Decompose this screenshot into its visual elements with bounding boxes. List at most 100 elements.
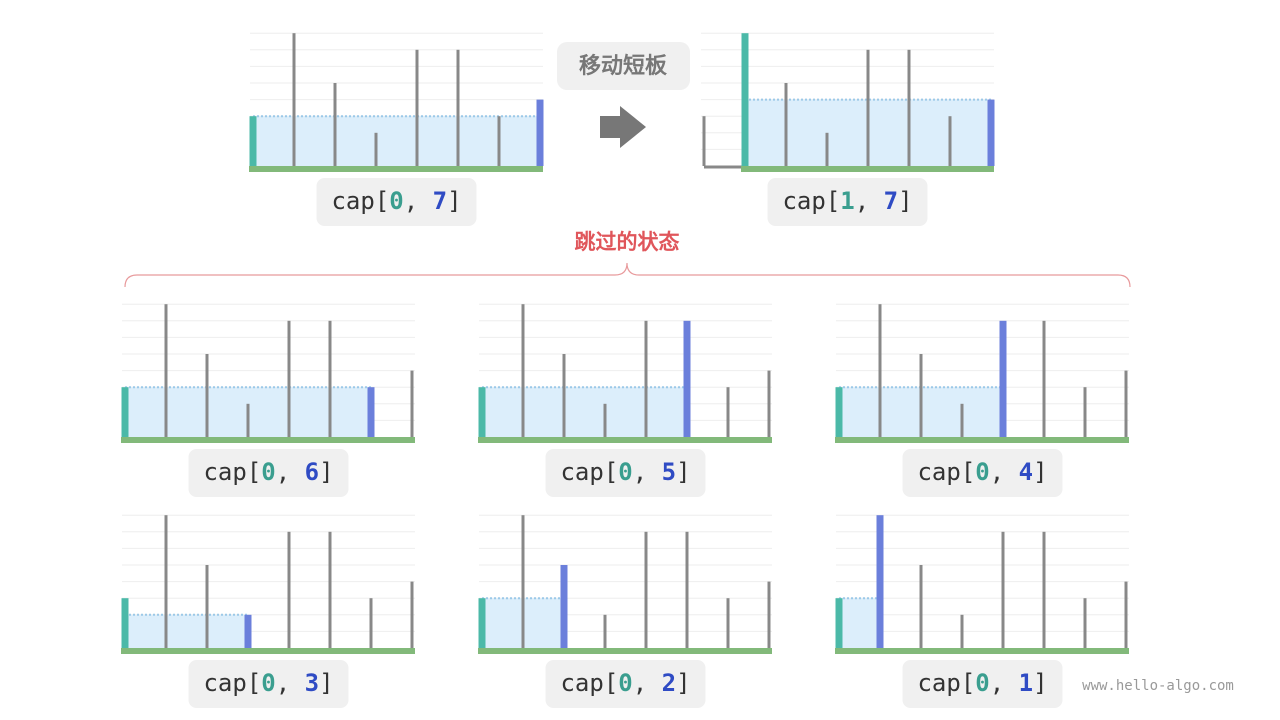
water [125, 614, 248, 648]
label-part: 2 [662, 669, 676, 697]
cap-label: cap[0, 4] [917, 458, 1047, 486]
label-part: 0 [261, 669, 275, 697]
cap-label: cap[1, 7] [782, 187, 912, 215]
height-bar [560, 565, 568, 648]
panel: cap[0, 5] [478, 303, 772, 497]
height-bar [1083, 598, 1087, 648]
cap-label: cap[0, 5] [560, 458, 690, 486]
base [249, 166, 543, 172]
arrow [600, 106, 646, 148]
label-part: , [633, 458, 662, 486]
label-box [767, 178, 928, 226]
height-bar [121, 598, 129, 648]
height-bar [410, 370, 414, 437]
label-box [188, 660, 349, 708]
height-bar [876, 515, 884, 648]
height-bar [726, 387, 730, 437]
label-part: 7 [884, 187, 898, 215]
height-bar [1001, 531, 1005, 648]
label-part: cap[ [917, 458, 975, 486]
base [121, 437, 415, 443]
height-bar [919, 565, 923, 648]
height-bar [999, 320, 1007, 437]
label-part: 3 [305, 669, 319, 697]
action-box [557, 42, 690, 90]
height-bar [478, 598, 486, 648]
height-bar [562, 354, 566, 437]
height-bar [1124, 581, 1128, 648]
height-bar [328, 531, 332, 648]
label-box [902, 660, 1063, 708]
label-part: ] [676, 669, 690, 697]
cap-label: cap[0, 1] [917, 669, 1047, 697]
height-bar [244, 614, 252, 648]
label-part: cap[ [331, 187, 389, 215]
height-bar [521, 515, 525, 648]
cap-label: cap[0, 6] [203, 458, 333, 486]
height-bar [292, 33, 296, 167]
height-bar [333, 83, 337, 166]
height-bar [767, 581, 771, 648]
height-bar [369, 598, 373, 648]
height-bar [246, 403, 250, 437]
height-bar [683, 320, 691, 437]
label-part: , [990, 669, 1019, 697]
base [478, 648, 772, 654]
height-bar [367, 387, 375, 437]
height-bar [205, 354, 209, 437]
label-part: 7 [433, 187, 447, 215]
height-bar [644, 320, 648, 437]
height-bar [919, 354, 923, 437]
height-bar [603, 614, 607, 648]
label-part: 0 [261, 458, 275, 486]
height-bar [164, 304, 168, 437]
watermark: www.hello-algo.com [1082, 678, 1234, 694]
height-bar [741, 33, 749, 167]
label-part: , [276, 669, 305, 697]
base [741, 166, 994, 172]
water [482, 387, 687, 437]
label-part: cap[ [203, 669, 261, 697]
label-box [545, 449, 706, 497]
height-bar [1042, 320, 1046, 437]
label-part: 1 [840, 187, 854, 215]
panel: cap[1, 7] [701, 32, 995, 226]
label-part: ] [319, 669, 333, 697]
height-bar [825, 132, 829, 166]
action-label: 移动短板 [579, 53, 668, 79]
height-bar [478, 387, 486, 437]
label-part: ] [676, 458, 690, 486]
height-bar [835, 598, 843, 648]
height-bar [835, 387, 843, 437]
panel: cap[0, 1] [835, 514, 1129, 708]
height-bar [456, 49, 460, 166]
height-bar [205, 565, 209, 648]
base [835, 437, 1129, 443]
height-bar [164, 515, 168, 648]
height-bar [374, 132, 378, 166]
label-box [188, 449, 349, 497]
label-part: ] [447, 187, 461, 215]
height-bar [866, 49, 870, 166]
height-bar [1124, 370, 1128, 437]
label-part: 4 [1019, 458, 1033, 486]
label-part: 0 [389, 187, 403, 215]
height-bar [603, 403, 607, 437]
label-part: , [404, 187, 433, 215]
height-bar [960, 403, 964, 437]
height-bar [960, 614, 964, 648]
water [839, 598, 880, 648]
height-bar [726, 598, 730, 648]
label-part: 1 [1019, 669, 1033, 697]
label-part: 6 [305, 458, 319, 486]
label-box [902, 449, 1063, 497]
label-part: , [276, 458, 305, 486]
panel: cap[0, 6] [121, 303, 415, 497]
label-part: cap[ [203, 458, 261, 486]
panel: cap[0, 4] [835, 303, 1129, 497]
label-part: 0 [618, 669, 632, 697]
height-bar [415, 49, 419, 166]
label-part: cap[ [917, 669, 975, 697]
height-bar [767, 370, 771, 437]
